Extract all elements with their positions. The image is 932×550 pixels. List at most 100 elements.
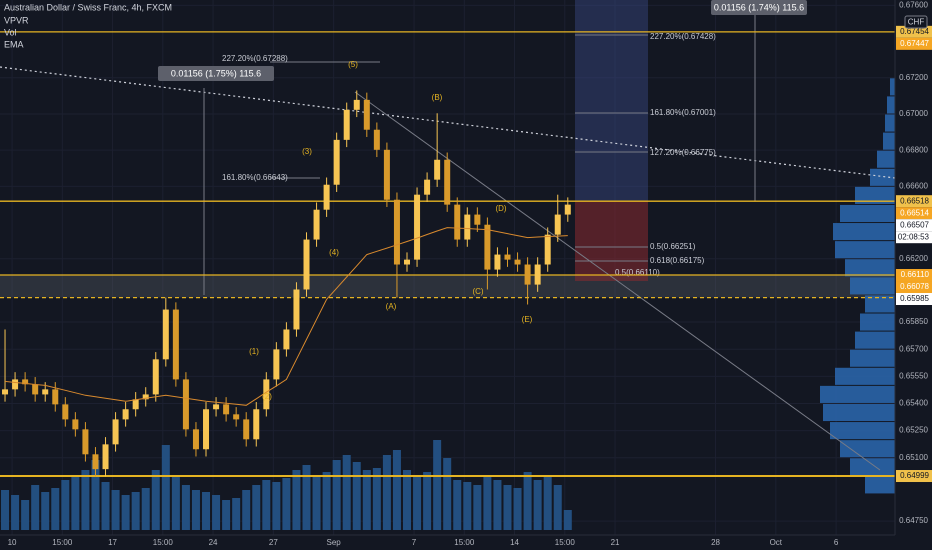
fib-label: 127.20%(0.66775) xyxy=(650,148,716,157)
candle-body xyxy=(534,264,541,285)
candle-body xyxy=(72,419,79,430)
wave-label: (2) xyxy=(262,392,272,401)
x-tick-label: 15:00 xyxy=(454,538,475,547)
volume-layer xyxy=(1,440,572,530)
candle-body xyxy=(434,159,441,180)
volume-bar xyxy=(151,470,160,530)
drawings: 0.01156 (1.75%) 115.6 0.01156 (1.74%) 11… xyxy=(0,0,896,471)
candle-body xyxy=(343,109,350,140)
y-tick-label: 0.66800 xyxy=(899,145,928,154)
volume-bar xyxy=(543,475,552,530)
fib-label: 161.80%(0.66643) xyxy=(222,173,288,182)
volume-bar xyxy=(121,495,130,530)
vpvr-bar xyxy=(833,223,895,241)
vpvr-bar xyxy=(885,114,895,132)
candle-body xyxy=(52,389,59,405)
trend-line xyxy=(0,66,896,179)
stop-zone xyxy=(575,201,648,281)
indicator-name[interactable]: Vol xyxy=(4,27,17,37)
candle-body xyxy=(283,329,290,350)
fib-label: 0.5(0.66110) xyxy=(615,268,660,277)
legend: Australian Dollar / Swiss Franc, 4h, FXC… xyxy=(4,2,172,49)
price-tag xyxy=(896,207,932,220)
volume-bar xyxy=(423,472,432,530)
price-tag xyxy=(896,470,932,483)
candle-body xyxy=(213,404,220,410)
candle-body xyxy=(122,409,129,420)
volume-bar xyxy=(252,485,261,530)
volume-bar xyxy=(563,510,572,530)
volume-bar xyxy=(232,498,241,530)
vpvr-bar xyxy=(865,476,895,494)
y-tick-label: 0.65850 xyxy=(899,317,928,326)
vpvr-bar xyxy=(865,295,895,313)
price-tag xyxy=(896,269,932,282)
y-tick-label: 0.67200 xyxy=(899,73,928,82)
candle-body xyxy=(22,379,29,385)
x-tick-label: 21 xyxy=(611,538,620,547)
candle-body xyxy=(494,254,501,270)
x-tick-label: 15:00 xyxy=(52,538,73,547)
countdown-tag xyxy=(896,231,932,244)
volume-bar xyxy=(382,455,391,530)
price-tag-label: 0.67454 xyxy=(900,27,929,36)
candle-body xyxy=(303,239,310,290)
x-tick-label: 7 xyxy=(412,538,417,547)
time-axis xyxy=(0,535,932,550)
y-tick-label: 0.66600 xyxy=(899,181,928,190)
measure-label: 0.01156 (1.75%) 115.6 xyxy=(171,68,261,78)
vpvr-bar xyxy=(887,96,895,114)
price-tag xyxy=(896,281,932,294)
wave-label: (5) xyxy=(348,60,358,69)
vpvr-bar xyxy=(830,422,895,440)
candle-body xyxy=(273,349,280,380)
currency-box[interactable] xyxy=(904,15,928,29)
volume-bar xyxy=(1,490,10,530)
volume-bar xyxy=(553,485,562,530)
candle-body xyxy=(223,404,230,415)
volume-bar xyxy=(362,470,371,530)
candle-body xyxy=(474,214,481,225)
price-tag-label: 0.66078 xyxy=(900,282,929,291)
volume-bar xyxy=(141,488,150,530)
volume-bar xyxy=(71,475,80,530)
vpvr-bar xyxy=(823,403,895,422)
x-tick-label: 24 xyxy=(209,538,218,547)
candle-body xyxy=(42,389,49,395)
candle-body xyxy=(524,264,531,285)
candle-body xyxy=(172,309,179,380)
x-tick-label: 15:00 xyxy=(153,538,174,547)
measure-box xyxy=(711,0,807,15)
vpvr-bar xyxy=(850,458,895,476)
candle-body xyxy=(554,214,561,235)
indicator-name[interactable]: EMA xyxy=(4,39,24,49)
measure-box xyxy=(158,66,274,81)
volume-bar xyxy=(31,485,40,530)
indicator-name[interactable]: VPVR xyxy=(4,15,29,25)
volume-bar xyxy=(41,492,50,530)
volume-bar xyxy=(513,488,522,530)
candle-body xyxy=(404,259,411,265)
symbol-title: Australian Dollar / Swiss Franc, 4h, FXC… xyxy=(4,2,172,12)
fib-label: 227.20%(0.67288) xyxy=(222,54,288,63)
volume-bar xyxy=(91,460,100,530)
target-zone xyxy=(575,0,648,201)
candle-body xyxy=(92,454,99,470)
vpvr-bar xyxy=(870,168,895,186)
volume-bar xyxy=(242,490,251,530)
y-tick-label: 0.67600 xyxy=(899,1,928,10)
candle-body xyxy=(62,404,69,420)
price-tag-label: 0.64999 xyxy=(900,471,929,480)
price-tag-label: 0.67447 xyxy=(900,39,929,48)
volume-bar xyxy=(473,485,482,530)
candle-body xyxy=(333,139,340,185)
volume-bar xyxy=(493,480,502,530)
price-layer xyxy=(0,31,895,478)
candle-body xyxy=(363,99,370,130)
candle-body xyxy=(192,429,199,450)
price-tag-label: 0.66514 xyxy=(900,208,929,217)
currency[interactable]: CHF xyxy=(908,18,925,27)
x-tick-label: 15:00 xyxy=(555,538,576,547)
y-tick-label: 0.66200 xyxy=(899,254,928,263)
candle-body xyxy=(424,179,431,195)
